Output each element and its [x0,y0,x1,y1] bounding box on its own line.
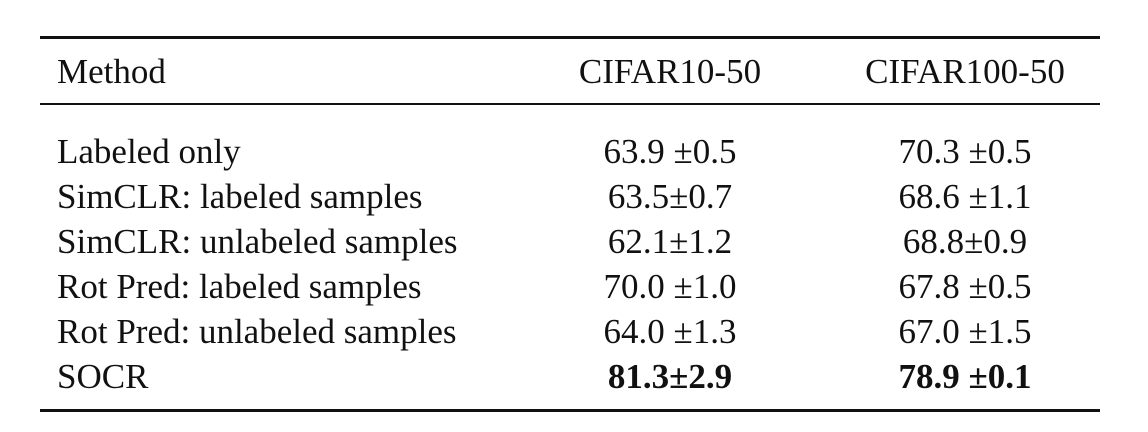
value-cell: 70.0 ±1.0 [603,267,737,306]
header-cell: CIFAR10-50 [578,52,762,91]
top-rule [40,36,1100,39]
mid-rule [40,103,1100,105]
value-cell: 68.6 ±1.1 [898,177,1032,216]
value-cell: 62.1±1.2 [607,222,733,261]
value-cell: 78.9 ±0.1 [898,357,1032,396]
bottom-rule [40,409,1100,412]
value-cell: 70.3 ±0.5 [898,132,1032,171]
method-cell: SimCLR: unlabeled samples [57,222,458,261]
header-cell: CIFAR100-50 [865,52,1065,91]
value-cell: 63.5±0.7 [607,177,733,216]
method-cell: Rot Pred: unlabeled samples [57,312,457,351]
method-cell: Rot Pred: labeled samples [57,267,422,306]
value-cell: 67.8 ±0.5 [898,267,1032,306]
value-cell: 81.3±2.9 [607,357,733,396]
method-cell: SimCLR: labeled samples [57,177,423,216]
value-cell: 67.0 ±1.5 [898,312,1032,351]
method-cell: Labeled only [57,132,241,171]
value-cell: 68.8±0.9 [902,222,1028,261]
method-cell: SOCR [57,357,149,396]
header-cell: Method [57,52,166,91]
value-cell: 64.0 ±1.3 [603,312,737,351]
value-cell: 63.9 ±0.5 [603,132,737,171]
